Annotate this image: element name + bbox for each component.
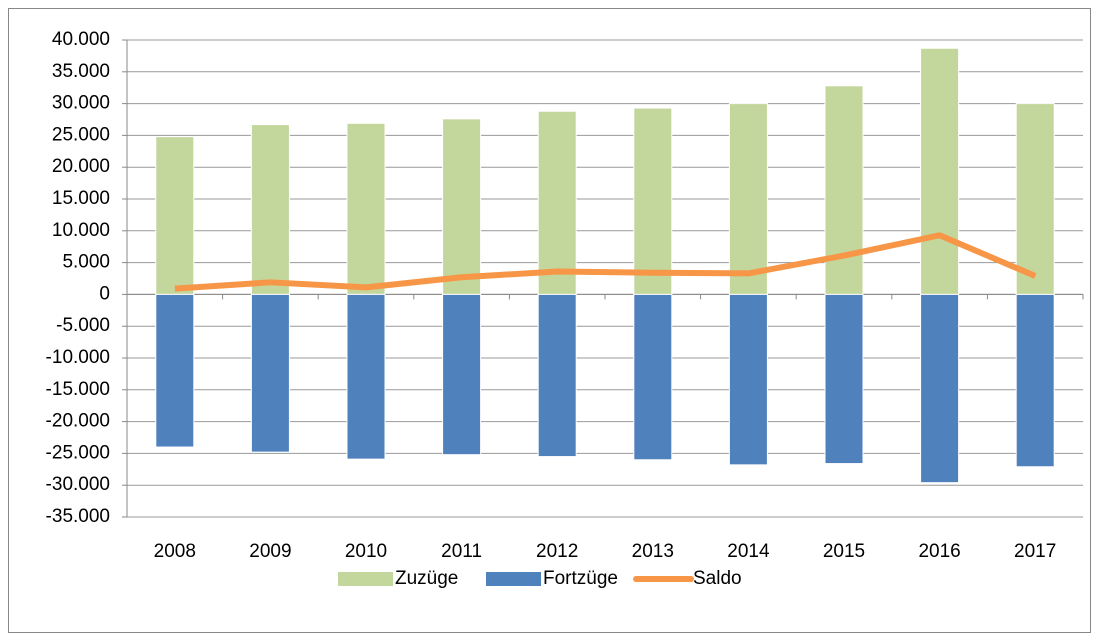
y-tick-label: 0: [99, 283, 110, 304]
legend-label: Fortzüge: [543, 568, 618, 589]
y-tick-label: 40.000: [52, 29, 110, 50]
y-tick-label: 15.000: [52, 188, 110, 209]
bar: [346, 122, 386, 295]
bar: [442, 118, 482, 295]
legend-label: Saldo: [693, 568, 742, 589]
x-tick-label: 2012: [536, 541, 578, 562]
y-tick-label: -15.000: [46, 379, 110, 400]
x-tick-label: 2016: [918, 541, 960, 562]
legend-label: Zuzüge: [395, 568, 458, 589]
legend-swatch: [486, 572, 541, 586]
y-tick-label: 25.000: [52, 124, 110, 145]
legend-swatch: [338, 572, 393, 586]
bar: [250, 293, 290, 453]
x-tick-label: 2009: [249, 541, 291, 562]
x-tick-label: 2015: [823, 541, 865, 562]
bar: [920, 47, 960, 295]
y-tick-label: 10.000: [52, 220, 110, 241]
y-tick-label: -30.000: [46, 474, 110, 495]
y-tick-label: 20.000: [52, 156, 110, 177]
x-tick-label: 2011: [441, 541, 482, 562]
y-tick-label: -35.000: [46, 506, 110, 527]
bar: [155, 136, 195, 295]
x-tick-label: 2014: [727, 541, 770, 562]
bar: [728, 103, 768, 295]
y-tick-label: -10.000: [46, 347, 110, 368]
x-tick-label: 2017: [1014, 541, 1056, 562]
bar: [633, 107, 673, 295]
bar: [728, 293, 768, 466]
bar: [1015, 103, 1055, 295]
bar: [537, 293, 577, 458]
y-tick-label: -5.000: [56, 315, 110, 336]
bar: [346, 293, 386, 460]
x-tick-label: 2008: [154, 541, 196, 562]
x-tick-label: 2013: [632, 541, 674, 562]
bar: [250, 124, 290, 295]
bar: [442, 293, 482, 456]
bar: [633, 293, 673, 461]
bar: [537, 110, 577, 295]
bar: [155, 293, 195, 448]
y-tick-label: 5.000: [62, 252, 110, 273]
line: [174, 232, 1037, 292]
y-tick-label: 35.000: [52, 61, 110, 82]
y-tick-label: 30.000: [52, 93, 110, 114]
y-tick-label: -20.000: [46, 411, 110, 432]
y-tick-label: -25.000: [46, 442, 110, 463]
x-tick-label: 2010: [345, 541, 387, 562]
bar: [920, 293, 960, 484]
bar: [824, 293, 864, 465]
bar: [824, 85, 864, 295]
bar: [1015, 293, 1055, 468]
